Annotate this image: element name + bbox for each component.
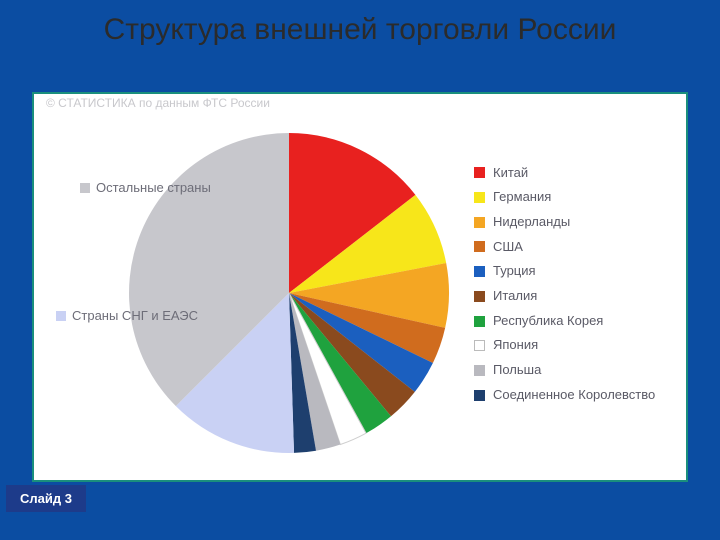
legend-item: Япония: [474, 333, 674, 358]
legend-item: Италия: [474, 284, 674, 309]
chart-container: © СТАТИСТИКА по данным ФТС России Осталь…: [32, 92, 688, 482]
legend: КитайГерманияНидерландыСШАТурцияИталияРе…: [474, 161, 674, 408]
legend-label: Нидерланды: [493, 210, 570, 235]
legend-item: США: [474, 235, 674, 260]
swatch-icon: [474, 390, 485, 401]
legend-item: Польша: [474, 358, 674, 383]
callout-label: Страны СНГ и ЕАЭС: [72, 308, 198, 323]
legend-label: Италия: [493, 284, 537, 309]
swatch-icon: [56, 311, 66, 321]
swatch-icon: [474, 266, 485, 277]
legend-label: США: [493, 235, 523, 260]
legend-label: Польша: [493, 358, 541, 383]
legend-item: Республика Корея: [474, 309, 674, 334]
swatch-icon: [474, 192, 485, 203]
legend-item: Турция: [474, 259, 674, 284]
legend-item: Китай: [474, 161, 674, 186]
legend-item: Германия: [474, 185, 674, 210]
pie-side: Остальные страны Страны СНГ и ЕАЭС: [44, 98, 474, 470]
swatch-icon: [474, 340, 485, 351]
legend-label: Соединенное Королевство: [493, 383, 655, 408]
legend-label: Турция: [493, 259, 536, 284]
swatch-icon: [474, 316, 485, 327]
swatch-icon: [80, 183, 90, 193]
chart-inner: Остальные страны Страны СНГ и ЕАЭС КитайГ…: [44, 98, 676, 470]
callout-label: Остальные страны: [96, 180, 211, 195]
legend-label: Республика Корея: [493, 309, 603, 334]
slide: Структура внешней торговли России © СТАТ…: [0, 0, 720, 540]
legend-label: Германия: [493, 185, 551, 210]
legend-label: Китай: [493, 161, 528, 186]
slide-number-badge: Слайд 3: [6, 485, 86, 512]
legend-label: Япония: [493, 333, 538, 358]
swatch-icon: [474, 167, 485, 178]
pie-callout: Остальные страны: [80, 180, 211, 195]
swatch-icon: [474, 217, 485, 228]
swatch-icon: [474, 291, 485, 302]
swatch-icon: [474, 365, 485, 376]
legend-item: Соединенное Королевство: [474, 383, 674, 408]
slide-title: Структура внешней торговли России: [0, 0, 720, 48]
swatch-icon: [474, 241, 485, 252]
legend-item: Нидерланды: [474, 210, 674, 235]
pie-callout: Страны СНГ и ЕАЭС: [56, 308, 198, 323]
pie-chart: [44, 98, 474, 478]
